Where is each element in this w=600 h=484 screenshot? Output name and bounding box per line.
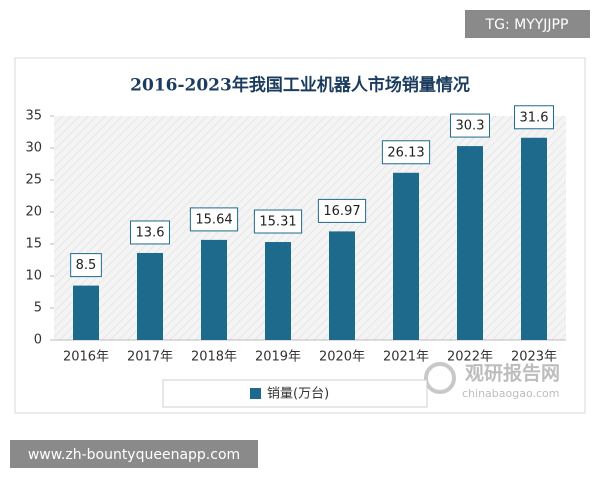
bar (137, 252, 163, 340)
y-tick-label: 15 (25, 237, 42, 252)
x-tick-label: 2016年 (63, 350, 109, 365)
url-box (10, 440, 258, 468)
data-label-box (70, 253, 102, 278)
bar (521, 137, 547, 340)
data-label: 31.6 (520, 110, 549, 125)
y-tick-label: 30 (25, 141, 42, 156)
y-tick-label: 20 (25, 205, 42, 220)
url-text: www.zh-bountyqueenapp.com (28, 447, 240, 463)
data-label: 13.6 (136, 225, 165, 240)
data-label-box (514, 105, 554, 130)
y-tick-label: 5 (34, 301, 42, 316)
x-tick-label: 2023年 (511, 350, 557, 365)
data-label: 8.5 (76, 258, 97, 273)
tag-text: TG: MYYJJPP (485, 17, 569, 33)
x-tick-label: 2018年 (191, 350, 237, 365)
x-tick-label: 2020年 (319, 350, 365, 365)
watermark: 观研报告网 (465, 362, 560, 385)
watermark-sub: chinabaogao.com (462, 387, 560, 400)
y-tick-label: 35 (25, 109, 42, 124)
y-tick-label: 0 (34, 333, 42, 348)
data-label: 15.31 (259, 215, 296, 230)
watermark-logo (424, 362, 456, 394)
data-label: 16.97 (323, 204, 360, 219)
tag-box (465, 10, 590, 38)
y-tick-label: 10 (25, 269, 42, 284)
x-tick-label: 2022年 (447, 350, 493, 365)
x-tick-label: 2021年 (383, 350, 429, 365)
data-label-box (189, 207, 239, 232)
bar (265, 242, 291, 340)
bar (329, 231, 355, 340)
data-label: 15.64 (195, 212, 232, 227)
data-label: 26.13 (387, 145, 424, 160)
x-tick-label: 2017年 (127, 350, 173, 365)
bar (73, 285, 99, 340)
data-label-box (253, 209, 303, 234)
y-tick-label: 25 (25, 173, 42, 188)
x-tick-label: 2019年 (255, 350, 301, 365)
data-label: 30.3 (456, 119, 485, 134)
bar (457, 146, 483, 340)
chart-title: 2016-2023年我国工业机器人市场销量情况 (130, 75, 470, 96)
data-label-box (130, 220, 170, 245)
legend-swatch (250, 388, 261, 399)
data-label-box (381, 140, 431, 165)
bar (393, 172, 419, 340)
bar (201, 239, 227, 340)
data-label-box (317, 198, 367, 223)
data-label-box (450, 113, 490, 138)
legend-box (162, 379, 428, 408)
legend-label: 销量(万台) (267, 387, 329, 402)
